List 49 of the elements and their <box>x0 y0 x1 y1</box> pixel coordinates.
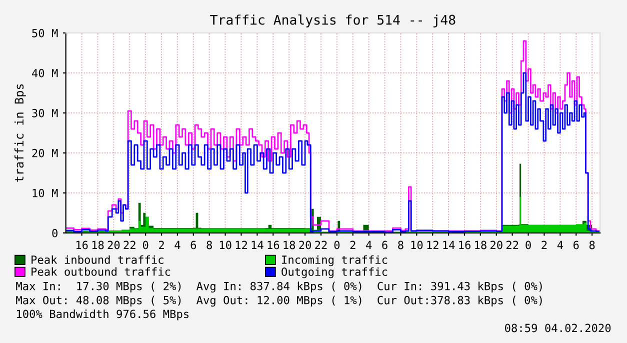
x-tick-label: 2 <box>158 240 164 250</box>
x-tick-label: 14 <box>252 240 264 250</box>
y-tick-label: 30 M <box>32 108 58 118</box>
x-tick-label: 8 <box>206 240 212 250</box>
x-tick-label: 18 <box>475 240 486 250</box>
y-tick-label: 0 <box>52 228 58 238</box>
x-tick-label: 22 <box>506 240 518 250</box>
x-tick-label: 2 <box>350 240 356 250</box>
text: 100% Bandwidth 976.56 MBps <box>17 310 188 320</box>
x-tick-label: 4 <box>366 240 372 250</box>
x-tick-label: 10 <box>220 240 232 250</box>
x-tick-label: 6 <box>190 240 196 250</box>
x-tick-label: 4 <box>557 240 563 250</box>
x-tick-label: 8 <box>398 240 404 250</box>
legend-label: Peak inbound traffic <box>32 255 164 264</box>
x-tick-label: 18 <box>92 240 104 250</box>
legend-label: Incoming traffic <box>282 255 388 266</box>
x-tick-label: 20 <box>299 240 311 250</box>
x-tick-label: 0 <box>142 240 148 250</box>
x-tick-label: 2 <box>542 240 547 250</box>
x-tick-label: 14 <box>443 240 455 250</box>
x-tick-label: 18 <box>284 240 296 250</box>
x-tick-label: 6 <box>573 240 579 250</box>
text: Max Out: 48.08 MBps ( 5%) Avg Out: 12.00 MBps ( 1%) Cur Out:378.83 kBps ( 0%) <box>16 296 542 307</box>
x-tick-label: 12 <box>427 240 438 250</box>
x-tick-label: 20 <box>490 240 502 250</box>
x-tick-label: 20 <box>108 240 120 250</box>
x-tick-label: 0 <box>334 240 340 250</box>
x-tick-label: 16 <box>459 240 470 250</box>
legend-label: Peak outbound traffic <box>32 267 170 276</box>
x-tick-label: 8 <box>589 240 595 250</box>
x-tick-label: 12 <box>236 240 247 250</box>
x-tick-label: 10 <box>411 240 423 250</box>
x-tick-label: 4 <box>174 240 180 250</box>
chart-title: Traffic Analysis for 514 -- j48 <box>210 14 456 28</box>
y-tick-label: 20 M <box>32 148 58 158</box>
x-tick-label: 22 <box>315 240 327 250</box>
x-tick-label: 22 <box>124 240 136 250</box>
text: Max In: 17.30 MBps ( 2%) Avg In: 837.84 kBps ( 0%) Cur In: 391.43 kBps ( 0%) <box>16 282 542 293</box>
y-tick-label: 10 M <box>32 188 58 198</box>
legend-label: Outgoing traffic <box>282 267 388 278</box>
x-tick-label: 16 <box>76 240 88 250</box>
y-tick-label: 40 M <box>32 68 58 78</box>
text: 08:59 04.02.2020 <box>505 324 611 332</box>
x-tick-label: 6 <box>382 240 388 250</box>
y-tick-label: 50 M <box>32 28 58 38</box>
x-tick-label: 0 <box>526 240 531 250</box>
y-axis-title: traffic in Bps <box>14 84 26 182</box>
x-tick-label: 16 <box>268 240 280 250</box>
